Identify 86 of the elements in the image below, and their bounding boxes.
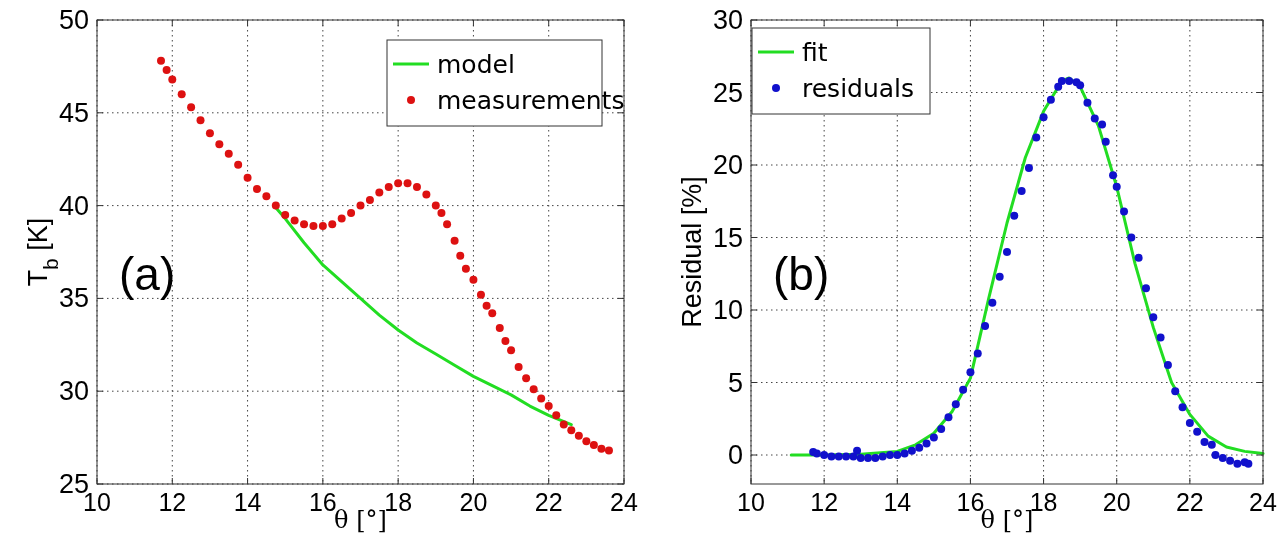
x-tick-label: 18	[384, 488, 413, 516]
point	[529, 385, 538, 394]
y-tick-label: 20	[712, 150, 743, 180]
point	[224, 149, 233, 158]
y-tick-label: 30	[712, 5, 743, 35]
point	[243, 173, 252, 182]
point	[309, 222, 318, 231]
x-tick-label: 12	[158, 488, 187, 516]
legend-label: measurements	[437, 86, 625, 115]
point	[507, 346, 516, 355]
x-tick-label: 22	[1175, 488, 1204, 516]
point	[318, 222, 327, 231]
x-tick-label: 24	[610, 488, 638, 516]
point	[271, 201, 280, 210]
y-tick-label: 10	[712, 295, 743, 325]
point	[431, 201, 440, 210]
y-tick-label: 45	[58, 97, 89, 128]
point	[597, 444, 606, 453]
point	[559, 420, 568, 429]
point	[488, 309, 497, 318]
y-tick-label: 40	[58, 190, 89, 221]
y-tick-label: 0	[727, 440, 743, 470]
point	[589, 441, 598, 450]
point	[347, 209, 356, 218]
x-tick-label: 14	[233, 488, 262, 516]
point	[443, 220, 452, 229]
point	[544, 402, 553, 411]
point	[196, 116, 205, 125]
point	[495, 324, 504, 333]
point	[476, 290, 485, 299]
point	[156, 56, 165, 65]
point	[300, 220, 309, 229]
x-tick-label: 12	[810, 488, 839, 516]
point	[422, 190, 431, 199]
y-tick-label: 5	[727, 367, 743, 398]
legend-label: fit	[802, 38, 828, 67]
point	[501, 337, 510, 346]
annotation: (a)	[119, 248, 176, 300]
point	[574, 431, 583, 440]
point	[252, 184, 261, 193]
point	[234, 160, 243, 169]
point	[281, 210, 290, 219]
y-tick-label: 50	[58, 5, 89, 35]
point	[456, 251, 465, 260]
point	[375, 188, 384, 197]
y-tick-label: 30	[58, 376, 89, 407]
point	[461, 264, 470, 273]
legend-label: residuals	[802, 74, 915, 103]
point	[403, 179, 412, 188]
point	[482, 301, 491, 310]
point	[450, 236, 459, 245]
x-tick-label: 20	[459, 488, 488, 516]
y-tick-label: 15	[712, 222, 743, 253]
x-tick-label: 14	[883, 488, 912, 516]
annotation: (b)	[773, 248, 830, 300]
point	[604, 446, 613, 455]
y-axis-title: Residual [%]	[677, 176, 707, 328]
point	[356, 201, 365, 210]
legend-label: model	[437, 50, 515, 79]
point	[262, 192, 271, 201]
point	[328, 220, 337, 229]
point	[412, 183, 421, 192]
y-tick-label: 25	[712, 77, 743, 108]
y-tick-label: 35	[58, 283, 89, 314]
point	[168, 75, 177, 84]
point	[384, 183, 393, 192]
point	[177, 90, 186, 99]
point	[522, 374, 531, 383]
x-tick-label: 20	[1102, 488, 1131, 516]
point	[394, 179, 403, 188]
x-tick-label: 24	[1249, 488, 1277, 516]
point	[162, 66, 171, 75]
point	[187, 103, 196, 112]
point	[365, 196, 374, 205]
point	[514, 363, 523, 372]
point	[215, 140, 224, 149]
point	[567, 426, 576, 435]
point	[582, 437, 591, 446]
point	[437, 209, 446, 218]
point	[469, 275, 478, 284]
point	[552, 411, 561, 420]
point	[337, 214, 346, 223]
point	[537, 394, 546, 403]
x-tick-label: 22	[534, 488, 563, 516]
point	[290, 216, 299, 225]
point	[205, 129, 214, 138]
